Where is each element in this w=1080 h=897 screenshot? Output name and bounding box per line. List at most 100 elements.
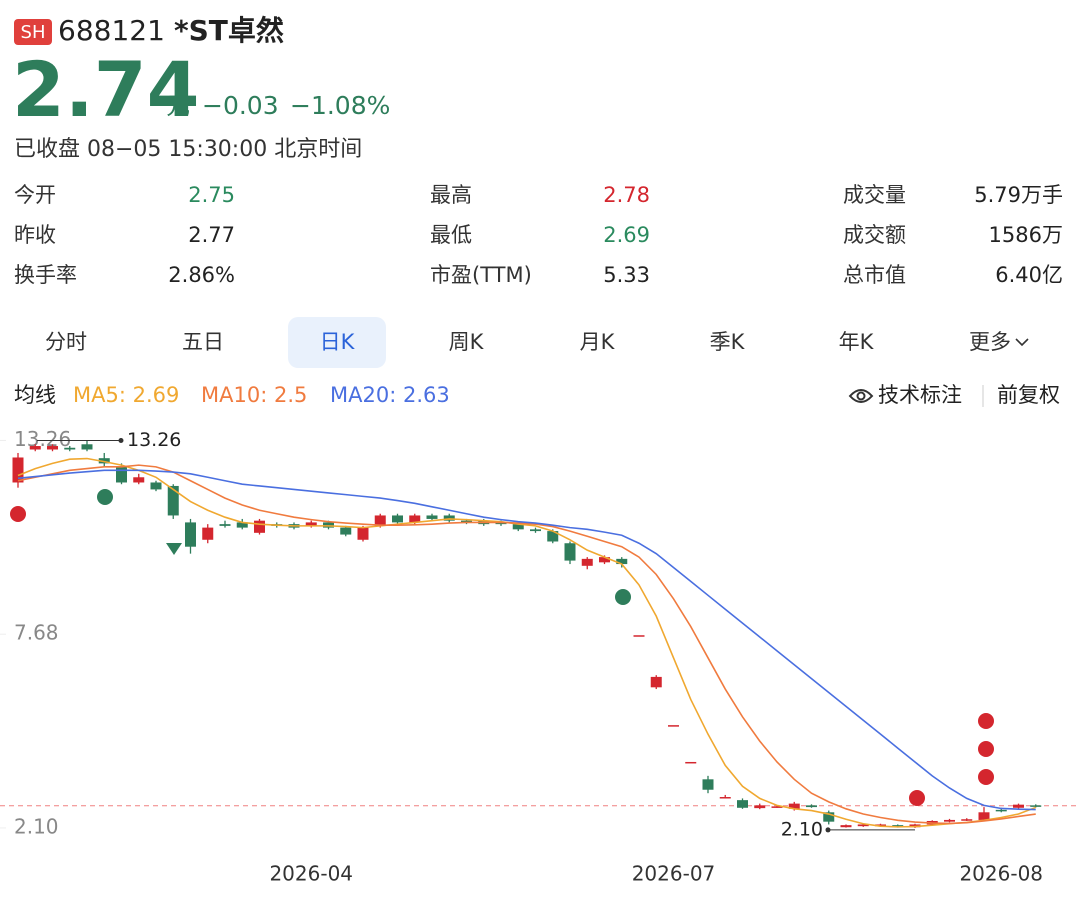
max-marker-label: 13.26 bbox=[127, 429, 181, 451]
signal-marker bbox=[615, 589, 631, 605]
candle-body bbox=[547, 531, 559, 542]
stat-label: 成交量 bbox=[843, 183, 906, 207]
candle-body bbox=[530, 529, 541, 532]
stat-label: 今开 bbox=[14, 183, 56, 207]
tab[interactable]: 更多 bbox=[969, 330, 1011, 354]
candle-body bbox=[64, 447, 76, 450]
active-tab-bg bbox=[288, 317, 386, 368]
change-pct: −1.08% bbox=[290, 91, 390, 120]
y-tick-label: 2.10 bbox=[14, 814, 59, 838]
candle-body bbox=[633, 635, 645, 637]
candle-body bbox=[98, 458, 110, 464]
candle-body bbox=[461, 520, 472, 523]
candle-body bbox=[823, 812, 835, 822]
stat-value: 5.33 bbox=[603, 263, 650, 287]
candle-body bbox=[167, 485, 179, 516]
candle-body bbox=[150, 482, 162, 490]
signal-marker bbox=[978, 769, 994, 785]
candle-body bbox=[1030, 805, 1042, 807]
adjust-toggle[interactable]: 前复权 bbox=[997, 383, 1060, 407]
tab[interactable]: 分时 bbox=[45, 330, 87, 354]
candle-body bbox=[495, 522, 507, 525]
candle-body bbox=[771, 806, 783, 808]
candle-body bbox=[737, 800, 748, 808]
tab[interactable]: 月K bbox=[580, 330, 616, 354]
signal-marker bbox=[97, 489, 113, 505]
stat-value: 2.78 bbox=[603, 183, 650, 207]
candle-body bbox=[81, 444, 93, 450]
annotate-toggle[interactable]: 技术标注 bbox=[878, 383, 962, 407]
candle-body bbox=[702, 779, 714, 790]
candle-body bbox=[254, 520, 265, 533]
candle-body bbox=[961, 819, 973, 821]
signal-markers bbox=[10, 489, 994, 806]
dropdown-caret bbox=[1015, 338, 1029, 347]
candle-body bbox=[1013, 804, 1024, 808]
ma-line bbox=[17, 469, 1036, 811]
candle-body bbox=[443, 515, 455, 521]
tab[interactable]: 季K bbox=[710, 330, 746, 354]
candle-body bbox=[978, 812, 990, 820]
candle-body bbox=[47, 446, 58, 450]
tab[interactable]: 年K bbox=[839, 330, 875, 354]
stat-label: 最低 bbox=[430, 223, 472, 247]
unit: 元 bbox=[166, 92, 190, 120]
signal-marker bbox=[10, 506, 26, 522]
stat-value: 2.69 bbox=[603, 223, 650, 247]
tab[interactable]: 五日 bbox=[182, 330, 224, 354]
stat-label: 总市值 bbox=[843, 263, 906, 287]
stat-value: 2.75 bbox=[188, 183, 235, 207]
signal-marker bbox=[909, 790, 925, 806]
x-tick-label: 2026-08 bbox=[959, 862, 1043, 886]
candle-body bbox=[857, 824, 869, 827]
candle-body bbox=[409, 515, 421, 523]
tab[interactable]: 日K bbox=[320, 330, 356, 354]
candle-body bbox=[840, 825, 852, 828]
candle-body bbox=[668, 725, 679, 727]
candle-body bbox=[616, 558, 628, 565]
stat-value: 1586万 bbox=[989, 223, 1063, 247]
stock-code: 688121 bbox=[58, 14, 165, 47]
candle-body bbox=[650, 676, 662, 688]
candle-body bbox=[357, 527, 369, 540]
y-tick-label: 13.26 bbox=[14, 427, 71, 451]
candle-body bbox=[599, 557, 610, 563]
candle-body bbox=[133, 477, 145, 483]
stock-name: *ST卓然 bbox=[174, 14, 284, 47]
candle-body bbox=[995, 809, 1007, 812]
candle-body bbox=[305, 522, 317, 526]
signal-marker bbox=[978, 713, 994, 729]
stat-value: 6.40亿 bbox=[995, 263, 1063, 287]
legend-label: MA5: 2.69 bbox=[73, 383, 179, 407]
signal-marker bbox=[978, 741, 994, 757]
stat-label: 昨收 bbox=[14, 223, 56, 247]
stat-value: 2.86% bbox=[168, 263, 235, 287]
tab[interactable]: 周K bbox=[449, 330, 485, 354]
candle-body bbox=[185, 522, 196, 547]
ma-line bbox=[17, 457, 1037, 828]
legend-label: MA10: 2.5 bbox=[201, 383, 307, 407]
min-marker-dot bbox=[825, 827, 831, 833]
candle-body bbox=[12, 457, 24, 483]
plot: 2.10 7.68 13.26 2026-04 2026-07 2026-08 13.26 2… bbox=[0, 427, 1080, 886]
status: 已收盘 08−05 15:30:00 北京时间 bbox=[14, 137, 362, 162]
candle-body bbox=[323, 522, 334, 528]
ma-line bbox=[17, 464, 1036, 825]
min-marker-label: 2.10 bbox=[781, 818, 823, 840]
candle-body bbox=[754, 805, 766, 809]
change: −0.03 bbox=[202, 91, 279, 120]
eye-icon bbox=[848, 389, 874, 403]
candle-body bbox=[944, 819, 955, 822]
indicator-title: 均线 bbox=[14, 383, 56, 407]
candle-body bbox=[392, 515, 403, 523]
candle-body bbox=[219, 524, 231, 526]
candle-body bbox=[340, 527, 352, 535]
candle-body bbox=[374, 515, 386, 526]
candle-body bbox=[719, 797, 731, 799]
candle-body bbox=[875, 824, 886, 827]
candle-body bbox=[426, 515, 438, 519]
x-tick-label: 2026-04 bbox=[269, 862, 353, 886]
candle-body bbox=[512, 524, 524, 530]
